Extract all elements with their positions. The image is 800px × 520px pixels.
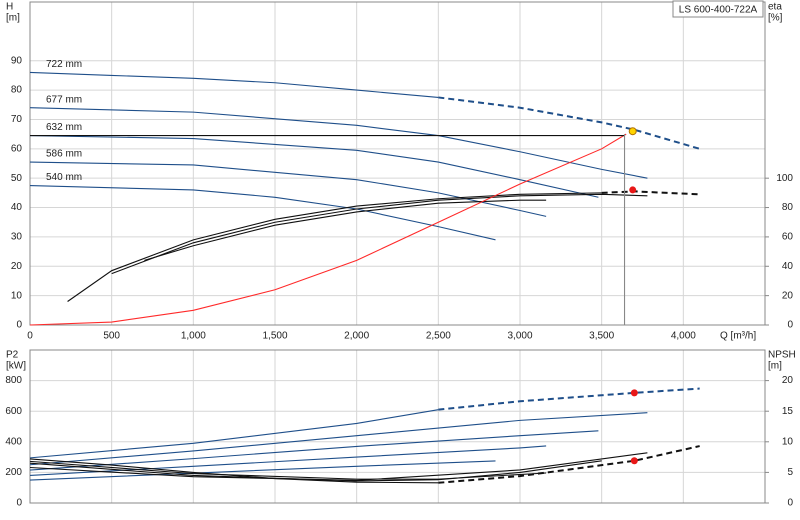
y-tick-label: 30 — [11, 232, 23, 243]
y-tick-label: 90 — [11, 55, 23, 66]
curve — [29, 135, 599, 198]
x-tick-label: 2,500 — [426, 331, 451, 342]
curve — [29, 71, 439, 98]
y2-tick-label: 100 — [776, 173, 793, 184]
x-tick-label: 3,500 — [589, 331, 614, 342]
y-tick-label: 40 — [11, 202, 23, 213]
curve — [29, 133, 627, 326]
curve — [29, 460, 496, 481]
curve — [29, 184, 496, 241]
plot-frame — [29, 349, 766, 504]
y2-axis-label: [%] — [768, 13, 783, 24]
title-box — [672, 0, 764, 18]
y2-tick-label: 60 — [782, 232, 794, 243]
y2-tick-label: 20 — [782, 375, 794, 386]
x-tick-label: 4,000 — [671, 331, 696, 342]
y-tick-label: 0 — [16, 320, 22, 331]
y-tick-label: 800 — [5, 375, 22, 386]
curve — [438, 445, 700, 484]
y2-tick-label: 80 — [782, 202, 794, 213]
curve — [29, 161, 547, 217]
x-tick-label: 1,500 — [262, 331, 287, 342]
curve-label: 586 mm — [46, 149, 82, 160]
x-tick-label: 1,000 — [181, 331, 206, 342]
y-axis-label: [kW] — [6, 361, 26, 372]
y2-tick-label: 0 — [787, 320, 793, 331]
curve — [29, 452, 648, 481]
plot-frame — [29, 1, 766, 326]
y2-tick-label: 20 — [782, 290, 794, 301]
y-axis-label: H — [6, 2, 13, 13]
x-tick-label: 2,000 — [344, 331, 369, 342]
y2-axis-label: [m] — [768, 361, 782, 372]
operating-point — [630, 389, 638, 397]
curve — [111, 193, 648, 275]
y-tick-label: 600 — [5, 406, 22, 417]
y-tick-label: 80 — [11, 85, 23, 96]
y-tick-label: 400 — [5, 436, 22, 447]
curve-label: 540 mm — [46, 172, 82, 183]
y-tick-label: 200 — [5, 467, 22, 478]
y2-axis-label: eta — [768, 2, 782, 13]
curve — [29, 445, 547, 477]
y2-tick-label: 15 — [782, 406, 794, 417]
x-tick-label: 500 — [103, 331, 120, 342]
curve — [438, 96, 700, 150]
y-axis-label: [m] — [6, 13, 20, 24]
curve-label: 677 mm — [46, 94, 82, 105]
x-tick-label: 3,000 — [507, 331, 532, 342]
curve-label: 632 mm — [46, 122, 82, 133]
curve — [29, 107, 648, 179]
x-axis-label: Q [m³/h] — [720, 331, 756, 342]
curve — [29, 409, 439, 459]
y-tick-label: 70 — [11, 114, 23, 125]
y-tick-label: 0 — [16, 498, 22, 509]
y-axis-label: P2 — [6, 350, 19, 361]
curve — [438, 387, 700, 411]
y2-tick-label: 10 — [782, 436, 794, 447]
y-tick-label: 10 — [11, 290, 23, 301]
curve — [601, 190, 700, 196]
curve-label: 722 mm — [46, 59, 82, 70]
curve — [29, 460, 547, 480]
curve — [29, 430, 599, 471]
y2-axis-label: NPSH — [768, 350, 796, 361]
curve — [29, 412, 648, 466]
chart-title: LS 600-400-722A — [679, 5, 758, 16]
operating-point — [629, 186, 637, 194]
curve — [67, 192, 602, 302]
operating-point — [630, 457, 638, 465]
x-tick-label: 0 — [27, 331, 33, 342]
y2-tick-label: 5 — [787, 467, 793, 478]
y2-tick-label: 0 — [787, 498, 793, 509]
y-tick-label: 50 — [11, 173, 23, 184]
y-tick-label: 60 — [11, 143, 23, 154]
curve — [29, 460, 602, 482]
operating-point — [628, 127, 637, 136]
curve — [144, 199, 547, 261]
y2-tick-label: 40 — [782, 261, 794, 272]
y-tick-label: 20 — [11, 261, 23, 272]
